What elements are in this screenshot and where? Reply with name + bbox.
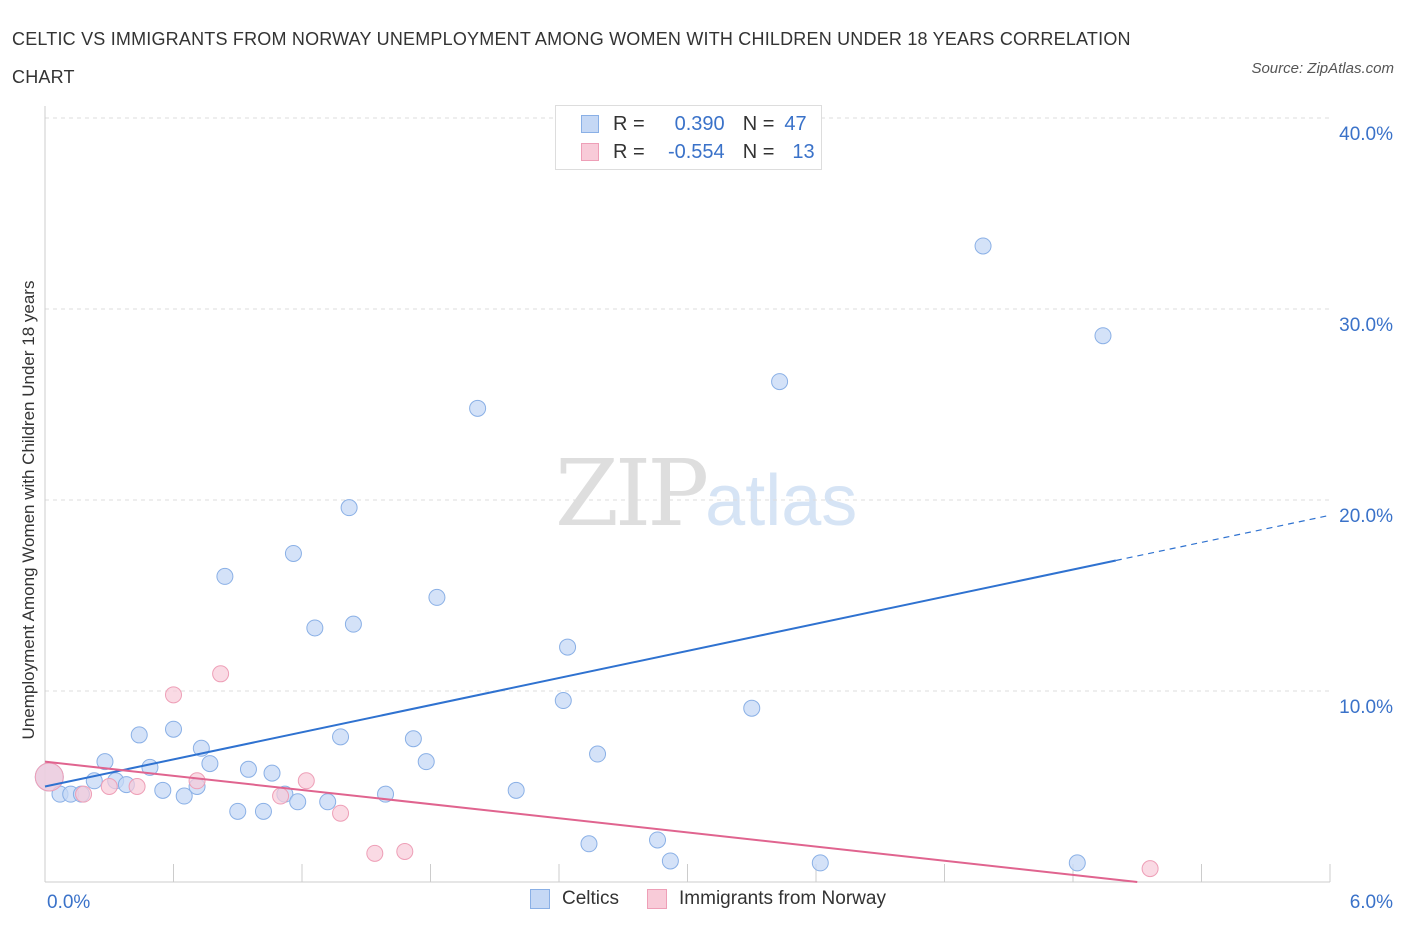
celtics-point <box>332 728 350 746</box>
celtics-point <box>649 831 667 849</box>
celtics-point <box>580 835 598 853</box>
norway-point <box>297 772 315 790</box>
celtics-point <box>289 793 307 811</box>
legend-n-value: 13 <box>792 140 815 163</box>
norway-point <box>272 787 290 805</box>
celtics-point <box>771 373 789 391</box>
watermark-zip: ZIP <box>555 440 709 547</box>
celtics-point <box>559 638 577 656</box>
norway-point <box>1141 860 1159 878</box>
celtics-point <box>340 499 358 517</box>
norway-point <box>165 686 182 704</box>
series-legend: Celtics Immigrants from Norway <box>530 888 914 910</box>
legend-n-label: N = <box>742 140 775 163</box>
y-axis-label: Unemployment Among Women with Children U… <box>19 281 38 740</box>
norway-point <box>128 778 146 795</box>
celtics-point <box>175 787 193 805</box>
legend-row-norway: R = -0.554 N = 13 <box>581 138 815 166</box>
celtics-point <box>263 764 281 782</box>
celtics-point <box>344 615 362 633</box>
celtics-point <box>306 619 324 637</box>
celtics-point <box>417 753 435 771</box>
celtics-point <box>661 852 679 870</box>
norway-point <box>332 804 350 822</box>
celtics-point <box>1094 327 1112 345</box>
celtics-point <box>589 745 607 763</box>
norway-point <box>396 842 414 860</box>
celtics-point <box>201 755 219 773</box>
celtics-point <box>130 726 148 744</box>
x-tick-label: 6.0% <box>1350 892 1393 913</box>
celtics-point <box>154 781 172 799</box>
source-label: Source: ZipAtlas.com <box>1251 60 1394 77</box>
x-tick-label: 0.0% <box>47 892 90 913</box>
y-tick-label: 10.0% <box>1339 697 1393 718</box>
norway-point <box>34 762 64 792</box>
norway-point <box>366 844 384 862</box>
series-label-celtics: Celtics <box>562 888 620 909</box>
celtics-point <box>284 544 302 562</box>
celtics-trend-line <box>44 559 1117 788</box>
celtics-point <box>974 237 992 255</box>
celtics-point <box>216 567 234 585</box>
legend-n-value: 47 <box>784 112 807 135</box>
stats-legend: R = 0.390 N = 47 R = -0.554 N = 13 <box>555 105 822 170</box>
celtics-point <box>554 692 572 710</box>
y-tick-label: 20.0% <box>1339 506 1393 527</box>
legend-r-label: R = <box>613 112 645 135</box>
y-tick-label: 30.0% <box>1339 315 1393 336</box>
celtics-point <box>254 802 272 820</box>
celtics-point <box>319 793 337 811</box>
norway-point <box>100 778 118 795</box>
celtics-point <box>165 720 182 738</box>
celtics-point <box>743 699 761 717</box>
celtics-point <box>239 760 257 778</box>
series-swatch-norway <box>647 889 668 909</box>
celtics-point <box>469 399 487 417</box>
norway-point <box>188 772 206 790</box>
norway-point <box>212 665 230 683</box>
series-legend-norway: Immigrants from Norway <box>647 888 886 910</box>
celtics-point <box>1068 854 1086 872</box>
series-swatch-celtics <box>530 889 550 909</box>
legend-row-celtics: R = 0.390 N = 47 <box>581 110 807 138</box>
series-label-norway: Immigrants from Norway <box>679 888 886 909</box>
celtics-point <box>811 854 829 872</box>
norway-trend-line <box>44 760 1138 883</box>
legend-r-label: R = <box>613 140 645 163</box>
legend-swatch-norway <box>581 143 599 161</box>
celtics-point <box>229 802 247 820</box>
watermark: ZIPatlas <box>555 440 857 547</box>
watermark-atlas: atlas <box>705 461 858 541</box>
chart-title: CELTIC VS IMMIGRANTS FROM NORWAY UNEMPLO… <box>12 29 1131 87</box>
celtics-trend-extension <box>1115 514 1331 562</box>
legend-n-label: N = <box>742 112 775 135</box>
legend-r-value: -0.554 <box>667 140 725 163</box>
y-tick-label: 40.0% <box>1339 124 1393 145</box>
legend-r-value: 0.390 <box>674 112 725 135</box>
celtics-point <box>507 781 525 799</box>
celtics-point <box>96 753 114 771</box>
celtics-point <box>404 730 422 748</box>
series-legend-celtics: Celtics <box>530 888 619 910</box>
legend-swatch-celtics <box>581 115 599 133</box>
celtics-point <box>428 588 446 606</box>
norway-point <box>75 785 93 803</box>
